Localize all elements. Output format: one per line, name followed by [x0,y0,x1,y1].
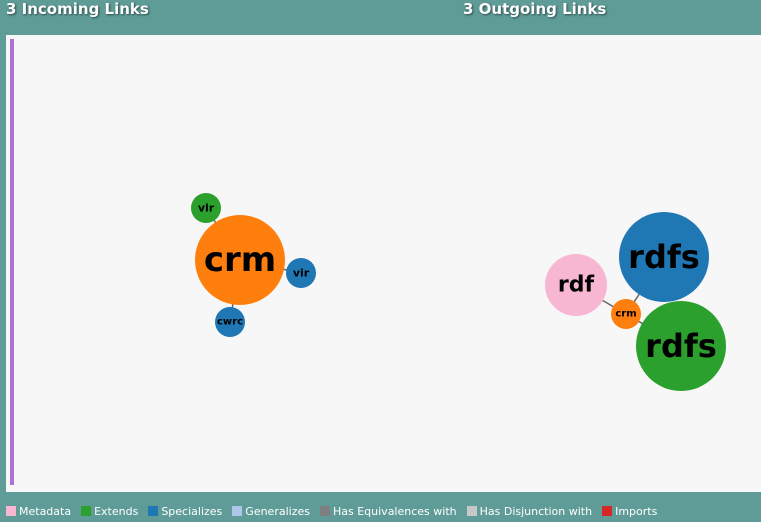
legend-swatch [232,506,243,516]
node-circle[interactable] [191,193,221,223]
legend-label: Imports [615,504,658,518]
legend-swatch [602,506,613,516]
outgoing-node-rdfs-extends[interactable]: rdfs [636,301,726,391]
node-label: vir [293,267,310,280]
accent-bar [10,39,14,485]
node-label: crm [615,309,636,320]
legend-label: Has Equivalences with [332,504,457,518]
legend-label: Metadata [19,504,72,518]
outgoing-links-title: 3 Outgoing Links [463,0,607,18]
legend-label: Generalizes [245,504,310,518]
legend-item-specializes: Specializes [148,505,222,518]
incoming-node-vlr[interactable]: vlr [191,193,221,223]
node-label: vlr [198,202,215,215]
legend-swatch [81,506,92,516]
legend-label: Specializes [161,504,223,518]
node-label: cwrc [217,317,243,328]
graph-canvas[interactable]: vlr vir cwrc crm rdf [6,35,761,492]
legend-item-metadata: Metadata [6,505,71,518]
incoming-center-node-crm[interactable]: crm [195,215,285,305]
incoming-node-cwrc[interactable]: cwrc [215,307,245,337]
legend-item-disjunction: Has Disjunction with [466,504,593,518]
node-label: rdfs [628,238,700,276]
legend-item-equivalences: Has Equivalences with [319,504,457,518]
node-circle[interactable] [636,301,726,391]
outgoing-node-rdf[interactable]: rdf [545,254,607,316]
outgoing-center-node-crm[interactable]: crm [611,299,641,329]
incoming-links-title: 3 Incoming Links [6,0,149,18]
legend-item-extends: Extends [81,505,138,518]
node-label: crm [204,240,276,280]
legend-label: Extends [94,504,139,518]
outgoing-node-rdfs-specializes[interactable]: rdfs [619,212,709,302]
legend-swatch [466,506,477,516]
legend-item-generalizes: Generalizes [232,505,310,518]
incoming-graph[interactable]: vlr vir cwrc crm [191,193,316,337]
node-circle[interactable] [545,254,607,316]
node-circle[interactable] [611,299,641,329]
legend-swatch [319,506,330,516]
outgoing-graph[interactable]: rdf rdfs rdfs crm [545,212,726,391]
incoming-node-vir[interactable]: vir [286,258,316,288]
legend-swatch [148,506,159,516]
node-circle[interactable] [195,215,285,305]
node-circle[interactable] [215,307,245,337]
legend-item-imports: Imports [602,505,657,518]
legend: Metadata Extends Specializes Generalizes… [0,500,761,522]
node-label: rdfs [645,327,717,365]
legend-label: Has Disjunction with [479,504,593,518]
legend-swatch [6,506,16,516]
link-graph[interactable]: vlr vir cwrc crm rdf [6,35,761,492]
node-circle[interactable] [619,212,709,302]
node-label: rdf [558,273,595,298]
node-circle[interactable] [286,258,316,288]
